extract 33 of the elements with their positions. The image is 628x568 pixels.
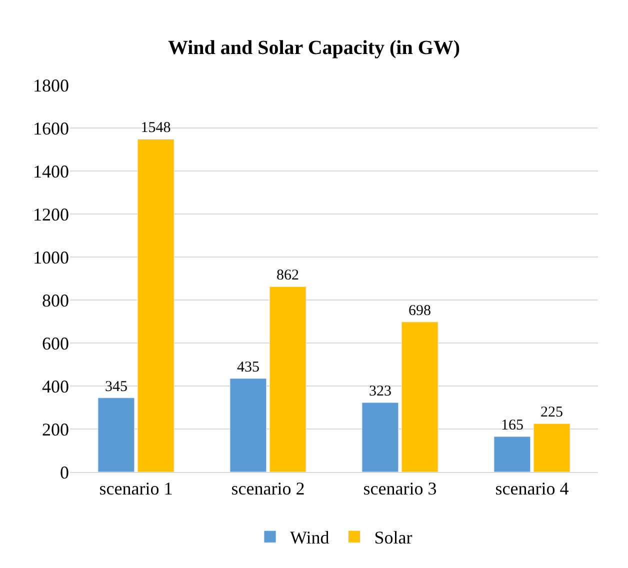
data-label: 165	[500, 418, 524, 434]
bar	[533, 423, 570, 472]
y-tick-label: 600	[42, 333, 69, 354]
y-tick-label: 1000	[33, 247, 69, 268]
y-tick-label: 200	[42, 419, 69, 440]
data-label: 435	[236, 359, 260, 376]
bar	[401, 322, 438, 472]
legend-label: Wind	[290, 528, 330, 548]
data-label: 345	[104, 378, 128, 395]
y-tick-label: 800	[42, 290, 69, 310]
bar	[137, 138, 174, 472]
chart-title: Wind and Solar Capacity (in GW)	[168, 36, 460, 59]
bar	[269, 286, 306, 472]
y-tick-label: 1400	[33, 161, 69, 182]
y-tick-label: 1600	[33, 118, 69, 138]
bar	[362, 402, 399, 472]
x-tick-label: scenario 2	[231, 478, 305, 499]
x-tick-label: scenario 1	[99, 478, 173, 499]
y-tick-label: 0	[60, 462, 69, 482]
data-label: 698	[408, 302, 432, 319]
x-tick-label: scenario 3	[363, 478, 437, 499]
bar	[494, 436, 531, 472]
bar	[230, 378, 267, 472]
data-label: 1548	[140, 120, 171, 136]
data-label: 323	[368, 384, 392, 400]
y-tick-label: 1200	[33, 204, 69, 224]
y-tick-label: 400	[42, 376, 69, 396]
y-tick-label: 1800	[33, 75, 69, 96]
data-label: 862	[276, 268, 300, 284]
x-tick-label: scenario 4	[495, 478, 569, 499]
data-label: 225	[540, 404, 564, 421]
legend-label: Solar	[374, 528, 412, 548]
bar	[98, 398, 135, 472]
